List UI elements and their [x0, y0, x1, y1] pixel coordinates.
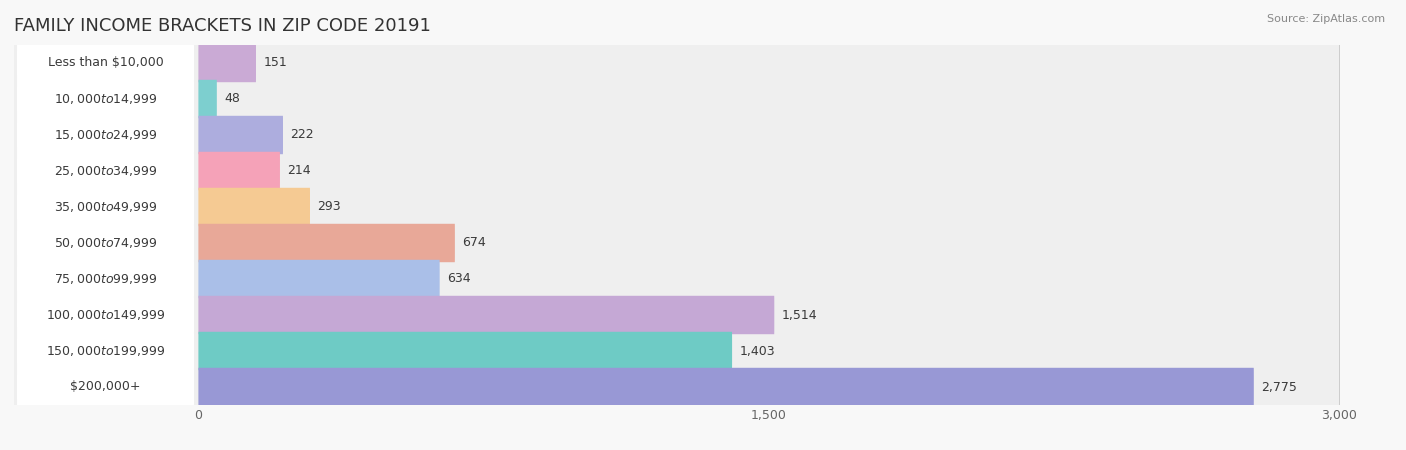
- Text: 2,775: 2,775: [1261, 381, 1298, 393]
- FancyBboxPatch shape: [14, 155, 1339, 450]
- Text: 634: 634: [447, 273, 471, 285]
- FancyBboxPatch shape: [198, 80, 217, 118]
- FancyBboxPatch shape: [17, 367, 194, 407]
- FancyBboxPatch shape: [17, 187, 194, 227]
- FancyBboxPatch shape: [17, 43, 194, 83]
- Text: Source: ZipAtlas.com: Source: ZipAtlas.com: [1267, 14, 1385, 23]
- Text: $25,000 to $34,999: $25,000 to $34,999: [53, 164, 157, 178]
- FancyBboxPatch shape: [17, 223, 194, 263]
- Text: 222: 222: [291, 129, 314, 141]
- FancyBboxPatch shape: [17, 259, 194, 299]
- Text: $200,000+: $200,000+: [70, 381, 141, 393]
- FancyBboxPatch shape: [198, 368, 1254, 406]
- FancyBboxPatch shape: [198, 116, 283, 154]
- FancyBboxPatch shape: [14, 227, 1339, 450]
- FancyBboxPatch shape: [14, 119, 1339, 439]
- FancyBboxPatch shape: [198, 188, 309, 226]
- FancyBboxPatch shape: [17, 295, 194, 335]
- Text: $15,000 to $24,999: $15,000 to $24,999: [53, 128, 157, 142]
- Text: $35,000 to $49,999: $35,000 to $49,999: [53, 200, 157, 214]
- Text: $100,000 to $149,999: $100,000 to $149,999: [46, 308, 166, 322]
- FancyBboxPatch shape: [17, 331, 194, 371]
- Text: $75,000 to $99,999: $75,000 to $99,999: [53, 272, 157, 286]
- Text: 1,514: 1,514: [782, 309, 817, 321]
- FancyBboxPatch shape: [17, 151, 194, 191]
- FancyBboxPatch shape: [14, 83, 1339, 403]
- FancyBboxPatch shape: [17, 79, 194, 119]
- FancyBboxPatch shape: [198, 296, 775, 334]
- FancyBboxPatch shape: [14, 11, 1339, 331]
- FancyBboxPatch shape: [198, 152, 280, 190]
- Text: FAMILY INCOME BRACKETS IN ZIP CODE 20191: FAMILY INCOME BRACKETS IN ZIP CODE 20191: [14, 17, 430, 35]
- Text: 293: 293: [318, 201, 342, 213]
- FancyBboxPatch shape: [14, 47, 1339, 367]
- FancyBboxPatch shape: [198, 224, 456, 262]
- FancyBboxPatch shape: [14, 0, 1339, 295]
- FancyBboxPatch shape: [14, 191, 1339, 450]
- Text: 1,403: 1,403: [740, 345, 775, 357]
- FancyBboxPatch shape: [198, 44, 256, 82]
- Text: $50,000 to $74,999: $50,000 to $74,999: [53, 236, 157, 250]
- FancyBboxPatch shape: [14, 0, 1339, 259]
- Text: 151: 151: [263, 57, 287, 69]
- FancyBboxPatch shape: [17, 115, 194, 155]
- FancyBboxPatch shape: [14, 0, 1339, 223]
- Text: 48: 48: [225, 93, 240, 105]
- Text: $150,000 to $199,999: $150,000 to $199,999: [46, 344, 166, 358]
- Text: 214: 214: [287, 165, 311, 177]
- Text: 674: 674: [463, 237, 486, 249]
- FancyBboxPatch shape: [198, 332, 733, 370]
- Text: Less than $10,000: Less than $10,000: [48, 57, 163, 69]
- Text: $10,000 to $14,999: $10,000 to $14,999: [53, 92, 157, 106]
- FancyBboxPatch shape: [198, 260, 440, 298]
